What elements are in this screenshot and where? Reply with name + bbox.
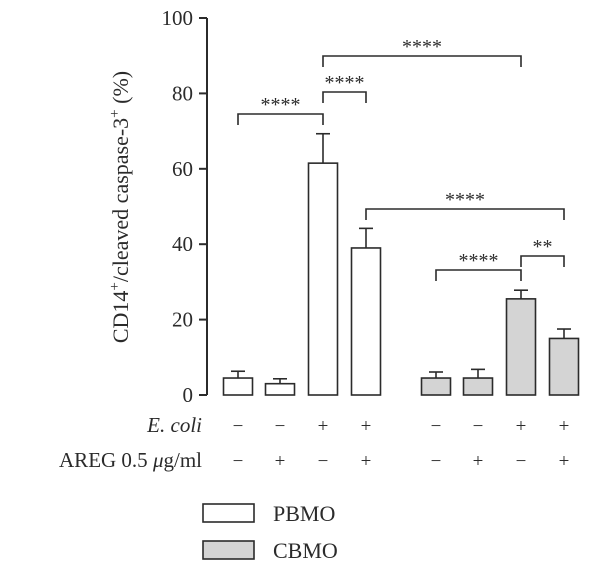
bar: [505, 298, 537, 396]
significance-bracket: [520, 255, 565, 267]
condition-symbol: −: [233, 416, 244, 437]
y-tick-label: 60: [172, 157, 193, 181]
bars: [222, 132, 580, 396]
condition-symbol: +: [361, 416, 372, 437]
y-tick-label: 100: [162, 6, 194, 30]
condition-symbol: −: [431, 451, 442, 472]
significance-label: ****: [445, 189, 485, 211]
significance-bracket: [322, 91, 367, 103]
condition-symbol: +: [559, 451, 570, 472]
condition-symbol: +: [318, 416, 329, 437]
condition-symbol: −: [473, 416, 484, 437]
legend: PBMO CBMO: [202, 501, 338, 563]
condition-symbol: −: [431, 416, 442, 437]
y-axis-label: CD14+/cleaved caspase-3+ (%): [107, 71, 133, 343]
condition-symbol: +: [275, 451, 286, 472]
row-label-ecoli: E. coli: [146, 413, 202, 437]
condition-symbol: +: [516, 416, 527, 437]
significance-label: ****: [261, 94, 301, 116]
bar: [548, 337, 580, 396]
significance-label: ****: [325, 72, 365, 94]
y-axis: 0 20 40 60 80 100 CD14+/cleaved caspase-3+ (%): [107, 6, 208, 407]
row-label-areg: AREG 0.5 μg/ml: [59, 448, 202, 472]
bar: [222, 377, 254, 396]
bar: [264, 382, 296, 396]
legend-label: CBMO: [273, 538, 338, 563]
bar: [420, 377, 452, 396]
significance-label: ****: [459, 250, 499, 272]
bar: [307, 162, 339, 396]
significance-label: ****: [402, 36, 442, 58]
y-tick-label: 0: [183, 383, 194, 407]
significance-bracket: [435, 269, 522, 281]
condition-symbol: +: [361, 451, 372, 472]
condition-symbol: −: [275, 416, 286, 437]
legend-swatch: [202, 540, 255, 560]
significance-bracket: [237, 113, 324, 125]
bar: [462, 377, 494, 396]
significance-bracket: [365, 208, 565, 220]
bar: [350, 247, 382, 396]
significance-annotations: **********************: [237, 36, 565, 281]
significance-bracket: [322, 55, 522, 67]
condition-symbol: −: [318, 451, 329, 472]
significance-label: **: [533, 236, 553, 258]
y-tick-label: 40: [172, 232, 193, 256]
y-tick-label: 20: [172, 308, 193, 332]
condition-symbol: +: [473, 451, 484, 472]
y-tick-label: 80: [172, 81, 193, 105]
condition-symbol: −: [233, 451, 244, 472]
legend-label: PBMO: [273, 501, 335, 526]
condition-symbol: −: [516, 451, 527, 472]
condition-table: − − + + − − + + − + − + − + − + E. coli AREG 0.5 μg/ml: [59, 413, 569, 472]
condition-symbol: +: [559, 416, 570, 437]
legend-swatch: [202, 503, 255, 523]
